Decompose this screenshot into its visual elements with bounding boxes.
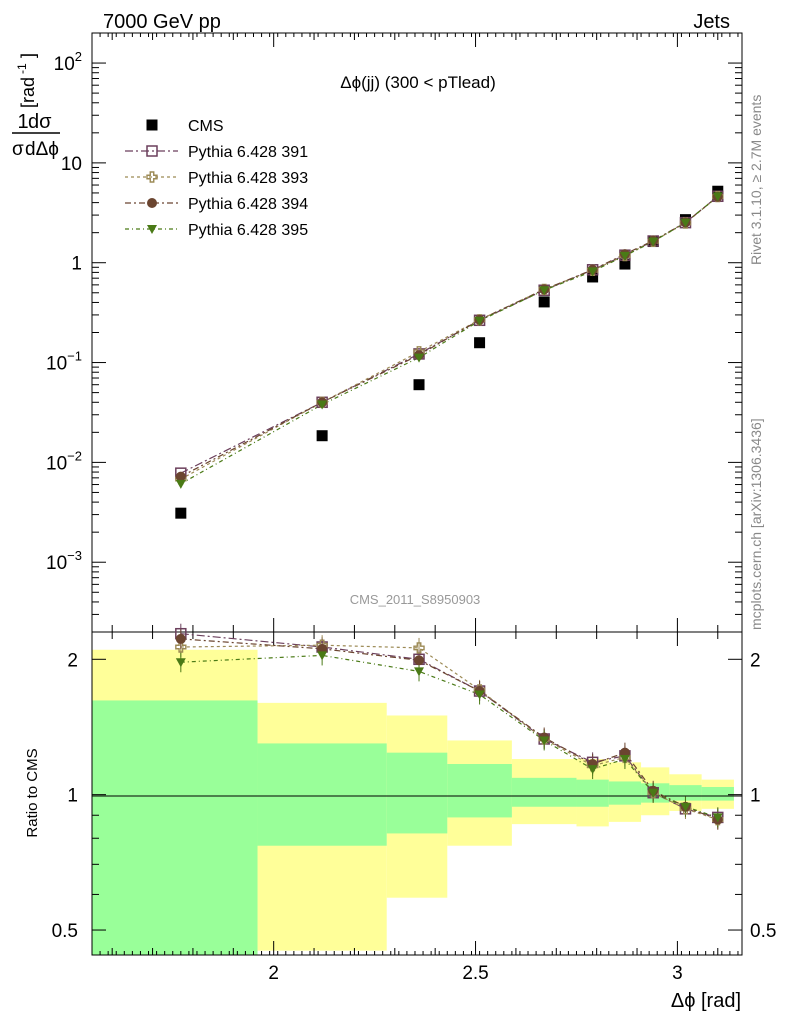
marker-circle xyxy=(175,471,186,482)
marker-triangle xyxy=(147,225,157,234)
marker-square xyxy=(146,119,158,131)
ratio-band-inner xyxy=(92,700,734,955)
marker-cross xyxy=(146,171,158,183)
marker-circle xyxy=(317,643,328,654)
band-inner-bin xyxy=(608,781,642,805)
marker-triangle xyxy=(474,316,485,326)
marker-square xyxy=(619,258,631,270)
marker-triangle xyxy=(587,267,598,277)
ratio-y-tick-label: 0.5 xyxy=(52,921,78,942)
legend-entry-label: Pythia 6.428 393 xyxy=(188,170,308,187)
marker-triangle xyxy=(539,736,550,746)
legend-entry-label: CMS xyxy=(188,118,224,135)
marker-triangle xyxy=(648,788,659,798)
ratio-y-tick-label-right: 0.5 xyxy=(750,921,776,942)
svg-text:]: ] xyxy=(18,53,38,58)
main-series-line xyxy=(180,195,719,485)
y-tick-label: 1 xyxy=(71,254,82,275)
marker-cross xyxy=(175,641,187,653)
watermark-label: CMS_2011_S8950903 xyxy=(350,592,481,607)
main-series-markers xyxy=(175,185,724,519)
band-inner-bin xyxy=(701,787,734,801)
header-left-label: 7000 GeV pp xyxy=(103,11,221,33)
axis-ticks: 10−3 10−2 10−1 1 10 102 2 2.5 3 0.5 0.5 1 1 2 2 xyxy=(46,32,776,984)
marker-triangle xyxy=(175,658,186,668)
y-tick-label: 10 xyxy=(61,154,82,175)
svg-text:σ: σ xyxy=(12,139,24,160)
y-tick-label: 10−2 xyxy=(46,448,82,474)
marker-square xyxy=(474,337,486,349)
marker-triangle xyxy=(648,237,659,247)
legend-entry-label: Pythia 6.428 395 xyxy=(188,222,308,239)
band-inner-bin xyxy=(576,779,609,807)
marker-open-square xyxy=(146,145,158,157)
marker-triangle xyxy=(317,400,328,410)
marker-triangle xyxy=(317,651,328,661)
ratio-y-tick-label: 1 xyxy=(67,786,78,807)
x-tick-label: 3 xyxy=(672,963,683,984)
band-inner-bin xyxy=(669,785,702,801)
marker-triangle xyxy=(619,251,630,261)
marker-square xyxy=(316,430,328,442)
x-tick-label: 2 xyxy=(268,963,279,984)
marker-triangle xyxy=(619,755,630,765)
band-inner-bin xyxy=(92,700,258,955)
band-inner-bin xyxy=(511,777,577,807)
svg-text:dΔϕ: dΔϕ xyxy=(25,139,59,160)
y-tick-label: 10−1 xyxy=(46,349,82,375)
marker-circle xyxy=(147,198,157,208)
svg-text:[rad: [rad xyxy=(18,77,38,108)
ratio-series-line xyxy=(180,633,718,818)
marker-triangle xyxy=(587,765,598,775)
x-tick-label: 2.5 xyxy=(462,963,488,984)
marker-square xyxy=(413,379,425,391)
x-axis-label: Δϕ [rad] xyxy=(671,990,741,1012)
y-tick-label: 10−3 xyxy=(46,548,82,574)
marker-cross xyxy=(413,642,425,654)
ratio-series-markers xyxy=(175,627,724,826)
marker-circle xyxy=(175,633,186,644)
chart-title: Δϕ(jj) (300 < pTlead) xyxy=(340,73,496,92)
y-tick-label: 102 xyxy=(54,49,82,75)
ratio-y-tick-label: 2 xyxy=(67,650,78,671)
header-right-label: Jets xyxy=(693,11,730,33)
marker-triangle xyxy=(680,218,691,228)
ratio-y-tick-label-right: 2 xyxy=(750,650,761,671)
marker-circle xyxy=(414,655,425,666)
svg-text:dσ: dσ xyxy=(28,111,52,133)
ratio-series-line xyxy=(180,644,718,821)
svg-text:-1: -1 xyxy=(15,63,29,74)
legend-entry-label: Pythia 6.428 394 xyxy=(188,196,308,213)
marker-square xyxy=(538,296,550,308)
band-inner-bin xyxy=(257,743,387,846)
ratio-plot-frame xyxy=(91,631,743,956)
main-y-axis-label: 1 dσ σ dΔϕ [rad -1 ] xyxy=(12,53,60,160)
marker-triangle xyxy=(175,479,186,489)
svg-text:1: 1 xyxy=(17,111,28,133)
mcplots-side-label: mcplots.cern.ch [arXiv:1306.3436] xyxy=(748,418,764,630)
marker-triangle xyxy=(414,667,425,677)
marker-triangle xyxy=(474,690,485,700)
band-inner-bin xyxy=(447,764,512,818)
ratio-y-axis-label: Ratio to CMS xyxy=(24,748,41,837)
marker-triangle xyxy=(712,192,723,202)
marker-triangle xyxy=(712,813,723,823)
ratio-series-line xyxy=(180,654,718,818)
band-inner-bin xyxy=(386,752,448,834)
rivet-side-label: Rivet 3.1.10, ≥ 2.7M events xyxy=(748,95,764,265)
legend-entry-label: Pythia 6.428 391 xyxy=(188,144,308,161)
marker-triangle xyxy=(680,802,691,812)
marker-square xyxy=(587,271,599,283)
marker-square xyxy=(175,507,187,519)
ratio-series-line xyxy=(180,638,719,821)
marker-triangle xyxy=(539,286,550,296)
main-series-lines xyxy=(180,195,719,485)
legend: CMS Pythia 6.428 391 Pythia 6.428 393 Pythi… xyxy=(125,118,308,239)
ratio-y-tick-label-right: 1 xyxy=(750,786,761,807)
marker-triangle xyxy=(414,353,425,363)
